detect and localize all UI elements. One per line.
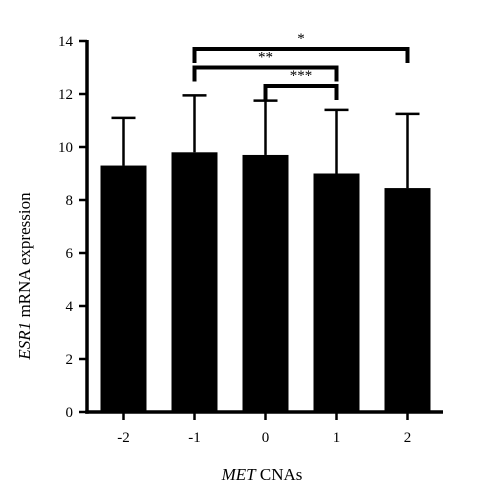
significance-label: ** [258, 50, 273, 66]
x-tick-label: 1 [333, 430, 341, 446]
y-axis-title-rest: mRNA expression [15, 192, 34, 322]
x-axis-title-italic: MET [221, 465, 258, 484]
y-axis-title-italic: ESR1 [15, 322, 34, 361]
y-axis-ticks: 0 2 4 6 8 10 12 14 [58, 34, 87, 421]
bar [384, 188, 431, 412]
y-tick-label: 2 [66, 352, 74, 368]
significance-bracket [192, 65, 339, 82]
x-axis-ticks: -2 -1 0 1 2 [117, 412, 411, 446]
x-tick-label: -2 [117, 430, 130, 446]
bar [171, 152, 218, 413]
x-tick-label: 0 [262, 430, 270, 446]
y-tick-label: 4 [66, 299, 74, 315]
y-tick-label: 0 [66, 405, 74, 421]
x-axis-title-rest: CNAs [256, 465, 303, 484]
y-tick-label: 10 [58, 140, 73, 156]
x-tick-label: -1 [188, 430, 201, 446]
y-tick-label: 12 [58, 87, 73, 103]
x-axis-title: MET CNAs [221, 465, 303, 484]
plot-area [100, 94, 431, 413]
y-tick-label: 14 [58, 34, 74, 50]
y-axis-title: ESR1 mRNA expression [15, 192, 34, 361]
significance-label: * [297, 31, 305, 47]
significance-bracket [192, 46, 410, 63]
y-tick-label: 8 [66, 193, 74, 209]
y-tick-label: 6 [66, 246, 74, 262]
bar [242, 154, 289, 412]
significance-bracket [263, 84, 339, 101]
bar [100, 165, 147, 412]
x-tick-label: 2 [404, 430, 412, 446]
significance-label: *** [290, 68, 313, 84]
bar [313, 173, 360, 412]
significance-brackets: ****** [192, 31, 410, 101]
